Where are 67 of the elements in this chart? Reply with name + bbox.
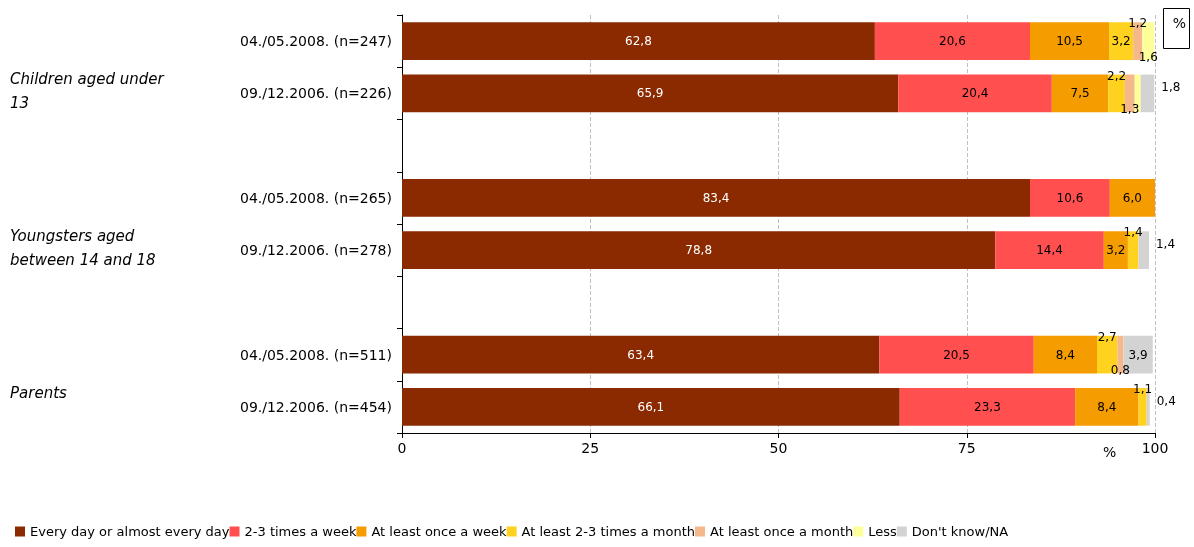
- data-label: 0,8: [1110, 363, 1130, 378]
- legend-label: Every day or almost every day: [30, 524, 230, 539]
- data-label: 78,8: [685, 243, 713, 258]
- legend-label: Less: [868, 524, 898, 539]
- bar: [879, 335, 1034, 374]
- bar: [402, 335, 880, 374]
- bar: [1140, 74, 1155, 113]
- legend-label: 2-3 times a week: [244, 524, 357, 539]
- data-label: 62,8: [625, 34, 652, 49]
- legend-label: Don't know/NA: [911, 524, 1009, 539]
- y-tick-label: 04./05.2008. (n=511): [239, 346, 392, 363]
- text: Youngsters aged between 14 and 18: [10, 227, 156, 269]
- data-label: 1,2: [1128, 16, 1148, 31]
- y-tick-label: 04./05.2008. (n=247): [239, 33, 392, 50]
- data-label: 3,9: [1128, 347, 1148, 362]
- data-label: 7,5: [1070, 86, 1090, 101]
- x-tick-label: 25: [581, 440, 600, 456]
- data-label: 20,5: [943, 347, 970, 362]
- data-label: 10,6: [1056, 190, 1084, 205]
- data-label: 0,4: [1156, 393, 1176, 408]
- bar: [1051, 74, 1109, 113]
- data-label: 83,4: [702, 190, 730, 205]
- x-tick-label: 75: [957, 440, 976, 456]
- data-label: 1,8: [1161, 80, 1181, 95]
- data-label: 10,5: [1056, 34, 1083, 49]
- text: Children aged under 13: [10, 70, 169, 113]
- y-tick-label: 09./12.2006. (n=454): [239, 398, 392, 415]
- bar: [1030, 22, 1110, 60]
- bar: [402, 179, 1030, 217]
- y-tick-label: 09./12.2006. (n=278): [239, 242, 392, 259]
- data-label: 65,9: [636, 86, 664, 101]
- legend-label: At least once a month: [710, 524, 854, 539]
- data-label: 8,4: [1097, 399, 1117, 414]
- data-label: 1,4: [1155, 237, 1176, 252]
- text: Parents: [10, 383, 68, 402]
- data-label: 14,4: [1036, 243, 1063, 258]
- y-tick-label: 04./05.2008. (n=265): [239, 189, 392, 206]
- y-tick-label: 09./12.2006. (n=226): [239, 85, 392, 102]
- bar: [402, 22, 875, 60]
- bar: [402, 231, 996, 269]
- data-label: 1,3: [1120, 102, 1140, 117]
- x-tick-label: 100: [1141, 440, 1169, 456]
- bar: [898, 74, 1052, 113]
- text: %: [1172, 15, 1187, 31]
- data-label: 23,3: [974, 399, 1001, 414]
- data-label: 66,1: [637, 399, 665, 414]
- data-label: 20,4: [961, 86, 989, 101]
- data-label: 8,4: [1055, 347, 1075, 362]
- x-tick-label: 0: [397, 440, 407, 456]
- bar: [1030, 179, 1110, 217]
- data-label: 3,2: [1111, 34, 1131, 49]
- data-label: 20,6: [939, 34, 966, 49]
- bar: [402, 388, 900, 426]
- bar: [874, 22, 1030, 60]
- bar: [899, 388, 1076, 426]
- bar: [1109, 179, 1155, 217]
- bar: [402, 74, 899, 113]
- data-label: 63,4: [627, 347, 655, 362]
- bar: [1033, 335, 1098, 374]
- bar: [995, 231, 1104, 269]
- x-tick-label: 50: [769, 440, 788, 456]
- data-label: 3,2: [1106, 243, 1126, 258]
- legend-label: At least 2-3 times a month: [521, 524, 696, 539]
- x-axis-title: %: [1103, 444, 1117, 460]
- data-label: 1,6: [1138, 49, 1158, 64]
- data-label: 6,0: [1122, 190, 1142, 205]
- legend-label: At least once a week: [371, 524, 508, 539]
